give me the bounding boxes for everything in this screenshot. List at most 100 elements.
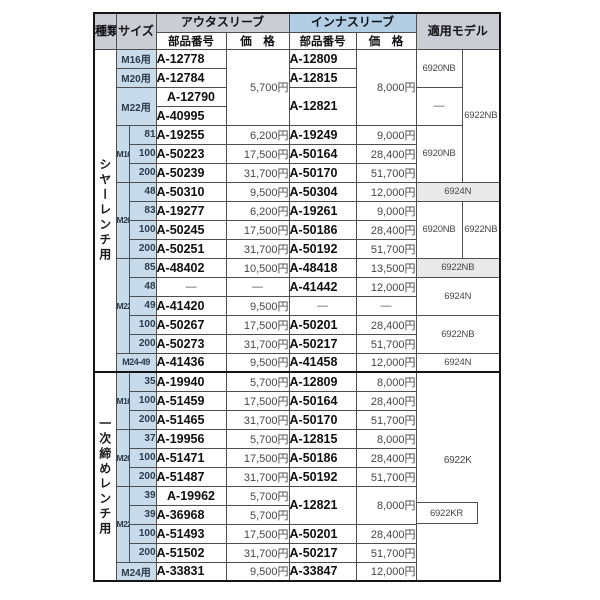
part-number-cell: A-19940	[155, 371, 227, 392]
part-number-cell: A-33831	[155, 561, 227, 582]
price-cell: 9,000円	[355, 124, 417, 145]
header-inner-sleeve: インナスリーブ	[288, 12, 417, 33]
price-cell: 51,700円	[355, 162, 417, 183]
size-number-cell: 35	[128, 371, 157, 392]
size-number-cell: 100	[128, 219, 157, 240]
size-number-cell: 48	[128, 181, 157, 202]
part-number-cell: A-50192	[288, 466, 357, 487]
price-cell: 8,000円	[355, 485, 417, 525]
model-cell: 6924N	[415, 352, 501, 373]
empty-dash-cell: —	[288, 295, 357, 316]
size-group-cell: M16	[115, 371, 130, 430]
price-cell: 9,000円	[355, 200, 417, 221]
part-number-cell: A-12821	[288, 485, 357, 525]
price-cell: 51,700円	[355, 542, 417, 563]
table-row: 100 A-50245 17,500円 A-50186 28,400円	[94, 219, 500, 240]
table-row: シヤーレンチ用 M16用 A-12778 5,700円 A-12809 8,000円 692…	[93, 48, 501, 373]
part-number-cell: A-41420	[155, 295, 227, 316]
price-cell: 5,700円	[225, 504, 290, 525]
size-number-cell: 49	[128, 295, 157, 316]
price-cell: 12,000円	[355, 561, 417, 582]
model-cell: 6920NB	[415, 200, 463, 259]
part-number-cell: A-50267	[155, 314, 227, 335]
part-number-cell: A-12784	[155, 67, 227, 88]
table-row: M22用 A-12790 A-12821 —	[94, 86, 500, 126]
size-group-cell: M20	[115, 428, 130, 487]
table-row: 100 A-51493 17,500円 A-50201 28,400円	[94, 523, 500, 544]
header-outer-part-number: 部品番号	[155, 31, 227, 50]
part-number-cell: A-50201	[288, 523, 357, 544]
table-row: 100 A-50223 17,500円 A-50164 28,400円	[94, 143, 500, 164]
part-number-cell: A-12790	[155, 86, 227, 107]
section-label-shear-wrench: シヤーレンチ用	[93, 48, 117, 373]
part-number-cell: A-19261	[288, 200, 357, 221]
empty-dash-cell: —	[225, 276, 290, 297]
part-number-cell: A-50186	[288, 447, 357, 468]
price-cell: 31,700円	[225, 162, 290, 183]
part-number-cell: A-19277	[155, 200, 227, 221]
price-cell: 8,000円	[355, 371, 417, 392]
part-number-cell: A-50170	[288, 162, 357, 183]
part-number-cell: A-19249	[288, 124, 357, 145]
price-cell: 9,500円	[225, 295, 290, 316]
size-number-cell: 100	[128, 143, 157, 164]
price-cell: 9,500円	[225, 352, 290, 373]
size-group-cell: M22	[115, 257, 130, 354]
model-cell: 6922NB	[461, 200, 501, 259]
table-row: 48— — A-41442 12,000円 6924N	[94, 276, 501, 316]
part-number-cell: A-36968	[155, 504, 227, 525]
table-row: 200 A-51487 31,700円 A-50192 51,700円	[94, 466, 500, 487]
table-body: シヤーレンチ用 M16用 A-12778 5,700円 A-12809 8,000円 692…	[93, 48, 501, 582]
table-row: M20用 A-12784 A-12815	[94, 67, 500, 88]
part-number-cell: A-19255	[155, 124, 227, 145]
table-row: M24用 A-33831 9,500円 A-33847 12,000円	[94, 561, 500, 582]
model-label: 6922K	[443, 455, 472, 466]
size-number-cell: 100	[128, 523, 157, 544]
size-number-cell: 200	[128, 542, 157, 563]
price-cell: 28,400円	[355, 314, 417, 335]
part-number-cell: A-12778	[155, 48, 227, 69]
size-cell: M24-49	[115, 352, 157, 373]
part-number-cell: A-33847	[288, 561, 357, 582]
part-number-cell: A-50273	[155, 333, 227, 354]
size-number-cell: 83	[128, 200, 157, 221]
header-inner-part-number: 部品番号	[288, 31, 357, 50]
model-cell: 6920NB	[415, 48, 463, 88]
part-number-cell: A-19956	[155, 428, 227, 449]
price-cell: 51,700円	[355, 333, 417, 354]
price-cell: 31,700円	[225, 409, 290, 430]
model-cell: 6924N	[415, 181, 501, 202]
price-cell: 28,400円	[355, 390, 417, 411]
header-row: 種類サイズアウタスリーブインナスリーブ適用モデル	[93, 12, 501, 50]
size-number-cell: 100	[128, 314, 157, 335]
size-number-cell: 85	[128, 257, 157, 278]
part-number-cell: A-50170	[288, 409, 357, 430]
empty-dash-cell: —	[415, 86, 463, 126]
part-number-cell: A-48402	[155, 257, 227, 278]
part-number-cell: A-51487	[155, 466, 227, 487]
price-cell: 51,700円	[355, 409, 417, 430]
table-row: A-40995	[94, 105, 500, 126]
table-row: 83 A-19277 6,200円 A-19261 9,000円 6920NB 6922NB	[94, 200, 501, 259]
size-cell: M16用	[115, 48, 157, 69]
size-number-cell: 37	[128, 428, 157, 449]
part-number-cell: A-50239	[155, 162, 227, 183]
price-cell: 31,700円	[225, 333, 290, 354]
price-cell: 17,500円	[225, 390, 290, 411]
part-number-cell: A-50201	[288, 314, 357, 335]
section-label-primary-tightening-wrench: 一次締めレンチ用	[93, 371, 117, 582]
size-group-cell: M22	[115, 485, 130, 563]
price-cell: 13,500円	[355, 257, 417, 278]
part-number-cell: A-51459	[155, 390, 227, 411]
size-number-cell: 39	[128, 504, 157, 525]
part-number-cell: A-51465	[155, 409, 227, 430]
price-cell: 28,400円	[355, 219, 417, 240]
part-number-cell: A-50186	[288, 219, 357, 240]
price-cell: 5,700円	[225, 428, 290, 449]
header-outer-sleeve: アウタスリーブ	[155, 12, 290, 33]
table-row: 一次締めレンチ用M1635A-199405,700円A-128098,000円6…	[93, 371, 501, 582]
size-number-cell: 39	[128, 485, 157, 506]
price-cell: 17,500円	[225, 523, 290, 544]
